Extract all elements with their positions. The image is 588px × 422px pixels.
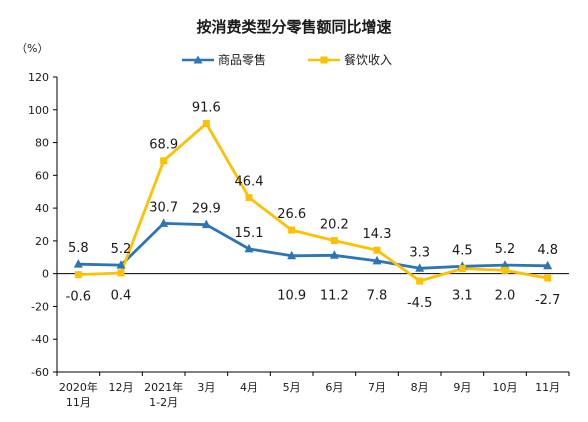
legend-label-retail: 商品零售 <box>218 52 266 67</box>
x-tick-label: 6月 <box>325 381 343 394</box>
catering-point <box>74 271 82 279</box>
retail-point <box>500 260 510 269</box>
catering-data-label: 91.6 <box>192 101 221 116</box>
retail-point <box>329 250 339 259</box>
catering-data-label: 68.9 <box>149 138 178 153</box>
y-tick-label: -20 <box>31 300 49 313</box>
x-tick-label: 11月 <box>66 396 91 409</box>
retail-data-label: 10.9 <box>277 289 306 304</box>
retail-data-label: 15.1 <box>235 226 264 241</box>
catering-point <box>202 120 210 128</box>
series-line-catering <box>78 122 548 283</box>
x-tick-label: 10月 <box>493 381 518 394</box>
y-ticks: -60 -40 -20 0 20 40 60 80 100 120 <box>28 71 57 379</box>
catering-data-label: 14.3 <box>363 227 392 242</box>
catering-point <box>245 194 253 202</box>
x-tick-label: 8月 <box>411 381 429 394</box>
retail-data-label: 5.2 <box>495 242 516 257</box>
y-tick-label: 60 <box>35 169 49 182</box>
catering-data-label: 3.1 <box>452 289 473 304</box>
retail-data-label: 4.8 <box>537 243 558 258</box>
retail-data-label: 7.8 <box>367 289 388 304</box>
x-tick-label: 2020年 <box>59 380 98 394</box>
catering-point <box>458 265 466 273</box>
retail-point <box>543 260 553 270</box>
catering-data-label: -0.6 <box>66 290 91 305</box>
retail-data-label: 5.2 <box>111 242 132 257</box>
y-tick-label: 40 <box>35 202 49 215</box>
catering-data-label: 26.6 <box>277 207 306 222</box>
retail-data-label: 11.2 <box>320 289 349 304</box>
retail-point <box>159 218 169 227</box>
x-ticks: 2020年 11月 12月 2021年 1-2月 3月 4月 5月 6月 7月 8月 9月 10月 11月 <box>56 372 570 409</box>
catering-data-label: 0.4 <box>111 289 132 304</box>
series-lines <box>78 122 548 283</box>
catering-data-label: -4.5 <box>407 296 432 311</box>
retail-point <box>287 250 297 260</box>
retail-point <box>415 263 425 272</box>
retail-data-label: 30.7 <box>149 200 178 215</box>
axes <box>56 77 569 373</box>
catering-point <box>117 269 125 277</box>
catering-point <box>373 246 381 254</box>
y-tick-label: 80 <box>35 137 49 150</box>
retail-point <box>116 260 126 269</box>
catering-point <box>544 274 552 282</box>
series-markers <box>73 120 553 285</box>
catering-data-label: 2.0 <box>495 289 516 304</box>
x-tick-label: 11月 <box>535 381 560 394</box>
y-tick-label: 0 <box>42 268 49 281</box>
catering-data-label: 46.4 <box>235 175 264 190</box>
retail-point <box>372 255 382 265</box>
retail-point <box>244 243 254 253</box>
y-tick-label: 120 <box>28 71 49 84</box>
catering-point <box>288 226 296 234</box>
catering-point <box>160 157 168 165</box>
catering-data-label: -2.7 <box>535 293 560 308</box>
data-labels: 5.8 5.2 30.7 29.9 15.1 10.9 11.2 7.8 3.3 4.5 5.2 4.… <box>66 101 561 311</box>
retail-data-label: 3.3 <box>409 245 430 260</box>
retail-data-label: 4.5 <box>452 243 473 258</box>
legend-marker-retail <box>193 55 203 64</box>
retail-data-label: 5.8 <box>68 241 89 256</box>
x-tick-label: 3月 <box>197 381 215 394</box>
legend-label-catering: 餐饮收入 <box>344 52 392 67</box>
x-tick-label: 2021年 <box>144 380 183 394</box>
y-axis-unit: （%） <box>16 42 48 55</box>
y-tick-label: -40 <box>31 333 49 346</box>
x-tick-label: 12月 <box>109 381 134 394</box>
x-tick-label: 7月 <box>368 381 386 394</box>
catering-point <box>501 266 509 274</box>
retail-point <box>201 219 211 229</box>
legend-marker-catering <box>320 56 328 64</box>
x-tick-label: 4月 <box>240 381 258 394</box>
x-tick-label: 1-2月 <box>149 396 178 409</box>
x-tick-label: 9月 <box>453 381 471 394</box>
series-line-retail <box>78 221 548 270</box>
y-tick-label: -60 <box>31 366 49 379</box>
retail-point <box>73 259 83 268</box>
legend: 商品零售 餐饮收入 <box>182 52 392 67</box>
chart-title: 按消费类型分零售额同比增速 <box>196 18 391 36</box>
y-tick-label: 20 <box>35 235 49 248</box>
catering-point <box>330 237 338 245</box>
retail-data-label: 29.9 <box>192 202 221 217</box>
x-tick-label: 5月 <box>283 381 301 394</box>
catering-data-label: 20.2 <box>320 218 349 233</box>
catering-point <box>416 277 424 285</box>
y-tick-label: 100 <box>28 104 49 117</box>
